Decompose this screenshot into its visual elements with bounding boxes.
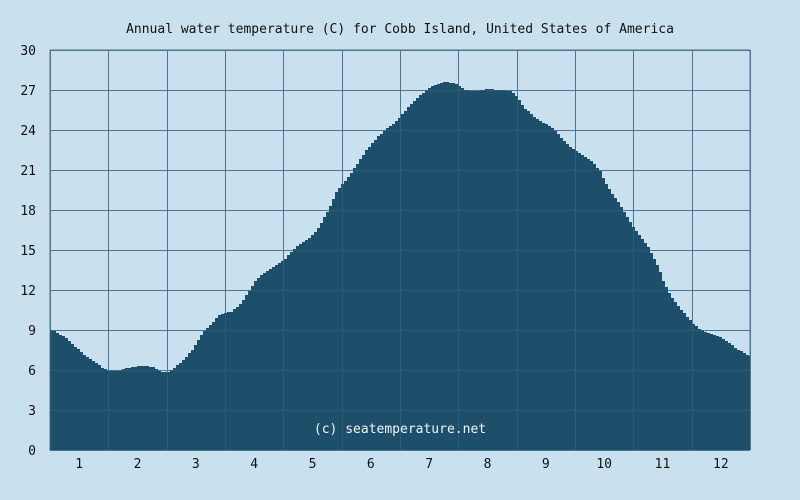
y-tick-label: 3 [28,404,36,419]
x-tick-label: 1 [75,457,83,472]
y-tick-label: 18 [20,204,36,219]
y-tick-label: 6 [28,364,36,379]
y-tick-label: 27 [20,84,36,99]
x-tick-label: 5 [309,457,317,472]
y-tick-label: 30 [20,44,36,59]
x-tick-label: 8 [484,457,492,472]
grid-overlay [50,50,751,450]
y-tick-label: 24 [20,124,36,139]
y-tick-label: 15 [20,244,36,259]
x-tick-label: 10 [596,457,612,472]
x-tick-label: 3 [192,457,200,472]
y-axis-ticks: 0 3 6 9 12 15 18 21 24 27 30 [20,44,36,459]
x-tick-label: 2 [134,457,142,472]
y-tick-label: 21 [20,164,36,179]
data-area [50,82,750,450]
x-tick-label: 6 [367,457,375,472]
x-tick-label: 9 [542,457,550,472]
watermark: (c) seatemperature.net [314,422,486,437]
y-tick-label: 9 [28,324,36,339]
y-tick-label: 0 [28,444,36,459]
x-axis-ticks: 1 2 3 4 5 6 7 8 9 10 11 12 [75,457,728,472]
temperature-area [50,82,750,450]
chart-title: Annual water temperature (C) for Cobb Is… [126,22,674,37]
x-tick-label: 11 [655,457,671,472]
x-tick-label: 4 [250,457,258,472]
x-tick-label: 7 [425,457,433,472]
y-tick-label: 12 [20,284,36,299]
x-tick-label: 12 [713,457,729,472]
